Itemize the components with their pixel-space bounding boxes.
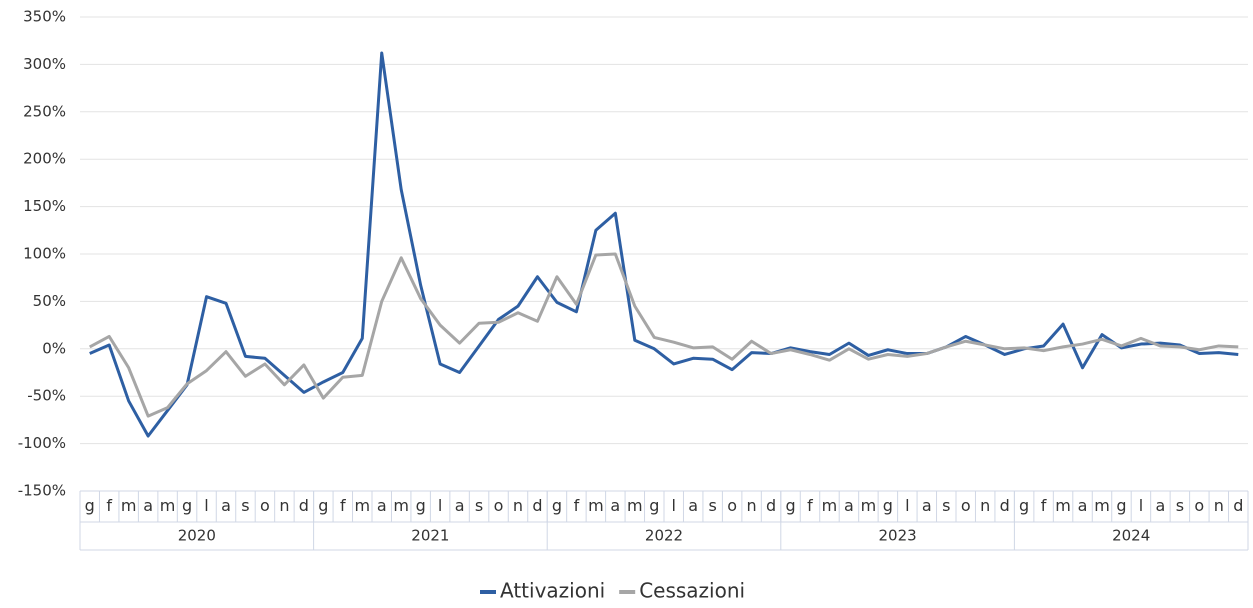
x-tick-label: l — [905, 496, 909, 515]
x-tick-label: d — [299, 496, 309, 515]
x-tick-label: m — [588, 496, 604, 515]
x-tick-label: a — [610, 496, 620, 515]
x-tick-label: g — [182, 496, 192, 515]
legend-label: Attivazioni — [500, 579, 605, 603]
x-tick-label: a — [143, 496, 153, 515]
x-tick-label: g — [883, 496, 893, 515]
x-tick-label: d — [1000, 496, 1010, 515]
x-tick-label: o — [961, 496, 971, 515]
y-tick-label: -100% — [18, 434, 66, 452]
x-tick-label: g — [1116, 496, 1126, 515]
y-tick-label: -50% — [27, 387, 66, 405]
x-tick-label: m — [121, 496, 137, 515]
x-tick-label: l — [672, 496, 676, 515]
x-tick-label: o — [494, 496, 504, 515]
x-tick-label: o — [260, 496, 270, 515]
x-tick-label: m — [160, 496, 176, 515]
y-tick-label: 150% — [23, 197, 66, 215]
x-tick-label: m — [393, 496, 409, 515]
x-tick-label: s — [241, 496, 249, 515]
x-tick-label: n — [980, 496, 990, 515]
x-group-label: 2023 — [879, 527, 917, 545]
x-tick-label: a — [844, 496, 854, 515]
y-tick-label: 300% — [23, 55, 66, 73]
x-tick-label: s — [708, 496, 716, 515]
x-tick-label: d — [766, 496, 776, 515]
x-tick-label: s — [942, 496, 950, 515]
x-tick-label: a — [1078, 496, 1088, 515]
x-tick-label: o — [1194, 496, 1204, 515]
y-tick-label: 50% — [33, 292, 66, 310]
x-tick-label: g — [649, 496, 659, 515]
x-tick-label: a — [1155, 496, 1165, 515]
x-tick-label: l — [438, 496, 442, 515]
x-tick-label: d — [532, 496, 542, 515]
x-tick-label: n — [747, 496, 757, 515]
x-tick-label: l — [1139, 496, 1143, 515]
x-tick-label: a — [377, 496, 387, 515]
x-tick-label: n — [1214, 496, 1224, 515]
x-tick-label: l — [204, 496, 208, 515]
x-tick-label: f — [1041, 496, 1047, 515]
x-tick-label: m — [861, 496, 877, 515]
x-group-label: 2022 — [645, 527, 683, 545]
x-tick-label: a — [455, 496, 465, 515]
x-tick-label: a — [221, 496, 231, 515]
x-tick-label: m — [354, 496, 370, 515]
x-tick-label: s — [1176, 496, 1184, 515]
x-tick-label: a — [922, 496, 932, 515]
x-tick-label: f — [574, 496, 580, 515]
x-tick-label: g — [1019, 496, 1029, 515]
x-tick-label: g — [552, 496, 562, 515]
x-tick-label: n — [279, 496, 289, 515]
y-tick-label: 250% — [23, 102, 66, 120]
series-line — [89, 252, 1239, 418]
x-tick-label: f — [340, 496, 346, 515]
y-tick-label: 100% — [23, 245, 66, 263]
y-tick-label: 0% — [42, 339, 66, 357]
x-group-label: 2021 — [411, 527, 449, 545]
legend-label: Cessazioni — [639, 579, 745, 603]
y-tick-label: -150% — [18, 482, 66, 500]
x-tick-label: d — [1233, 496, 1243, 515]
x-tick-label: m — [1055, 496, 1071, 515]
x-tick-label: a — [688, 496, 698, 515]
x-tick-label: m — [1094, 496, 1110, 515]
x-group-label: 2024 — [1112, 527, 1150, 545]
x-tick-label: o — [727, 496, 737, 515]
x-tick-label: m — [627, 496, 643, 515]
x-tick-label: s — [475, 496, 483, 515]
x-tick-label: n — [513, 496, 523, 515]
x-tick-label: g — [416, 496, 426, 515]
x-tick-label: g — [318, 496, 328, 515]
y-tick-label: 200% — [23, 150, 66, 168]
x-tick-label: f — [807, 496, 813, 515]
series-line — [89, 51, 1239, 438]
x-tick-label: f — [106, 496, 112, 515]
x-group-label: 2020 — [178, 527, 216, 545]
x-tick-label: m — [822, 496, 838, 515]
x-tick-label: g — [785, 496, 795, 515]
x-tick-label: g — [85, 496, 95, 515]
y-tick-label: 350% — [23, 8, 66, 26]
